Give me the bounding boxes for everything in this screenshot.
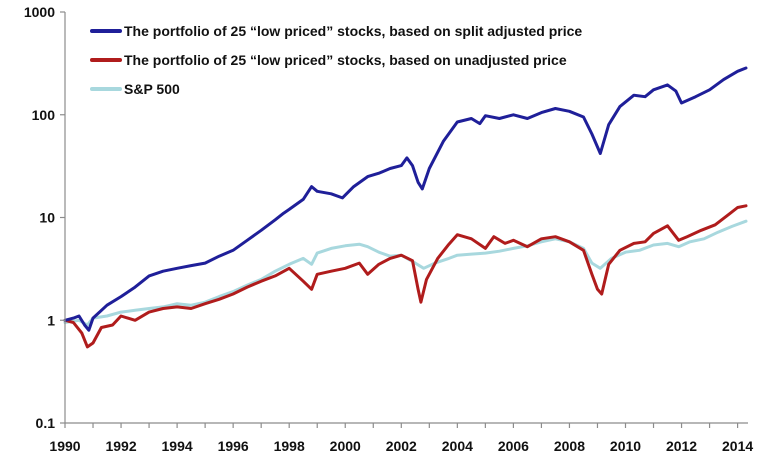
x-tick-label: 2006 (498, 438, 529, 454)
legend-label-2: The portfolio of 25 “low priced” stocks,… (124, 52, 567, 68)
x-tick-label: 2000 (330, 438, 361, 454)
axes (60, 11, 748, 428)
y-tick-label: 10 (39, 210, 55, 226)
y-tick-label: 0.1 (36, 415, 56, 431)
y-tick-label: 1000 (24, 4, 55, 20)
series-line-2 (63, 204, 748, 349)
legend-label-1: The portfolio of 25 “low priced” stocks,… (124, 23, 582, 39)
legend: The portfolio of 25 “low priced” stocks,… (90, 23, 582, 97)
x-tick-label: 2010 (610, 438, 641, 454)
y-tick-label: 100 (32, 107, 56, 123)
x-tick-label: 1992 (105, 438, 136, 454)
x-tick-labels: 1990 1992 1994 1996 1998 2000 2002 2004 2006 2008… (49, 438, 753, 454)
legend-label-3: S&P 500 (124, 81, 180, 97)
x-tick-label: 2002 (386, 438, 417, 454)
x-tick-label: 2008 (554, 438, 585, 454)
plot-lines (63, 66, 748, 349)
x-tick-label: 1994 (162, 438, 193, 454)
x-tick-label: 1990 (49, 438, 80, 454)
y-tick-label: 1 (47, 312, 55, 328)
x-tick-label: 2014 (722, 438, 753, 454)
series-line-1 (63, 66, 748, 332)
y-tick-labels: 0.1 1 10 100 1000 (24, 4, 55, 431)
x-tick-label: 2012 (666, 438, 697, 454)
x-tick-label: 2004 (442, 438, 473, 454)
x-tick-label: 1998 (274, 438, 305, 454)
x-tick-label: 1996 (218, 438, 249, 454)
